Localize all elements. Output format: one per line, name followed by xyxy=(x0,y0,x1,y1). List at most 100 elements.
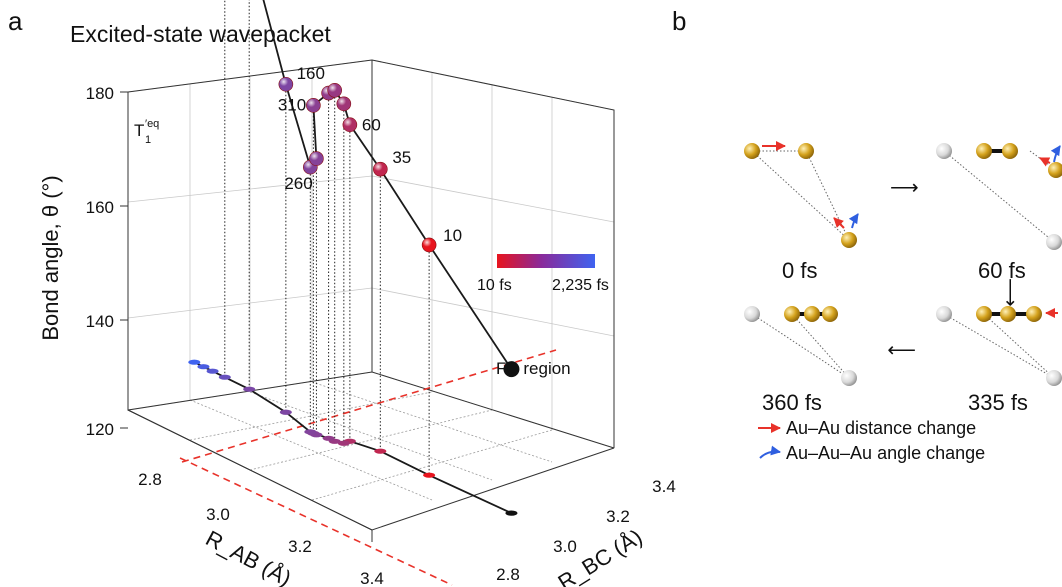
frame-time-label: 60 fs xyxy=(978,258,1026,283)
panel-a-label: a xyxy=(8,6,23,36)
silver-atom xyxy=(744,306,760,322)
reference-line-rab xyxy=(179,457,453,586)
x-axis-label: R_AB (Å) xyxy=(202,526,296,587)
colorbar-max-label: 2,235 fs xyxy=(552,277,609,294)
y-tick-label: 3.0 xyxy=(553,537,577,556)
floor-projection-point xyxy=(322,435,335,441)
floor-projection-path xyxy=(193,361,512,514)
floor-projection-point xyxy=(279,409,292,415)
gold-atom xyxy=(804,306,820,322)
colorbar-min-label: 10 fs xyxy=(477,277,512,294)
silver-atom xyxy=(936,143,952,159)
gold-atom xyxy=(798,143,814,159)
gold-atom xyxy=(1026,306,1042,322)
chart-title: Excited-state wavepacket xyxy=(70,21,331,47)
angle-arrow xyxy=(1050,145,1061,163)
time-point-label: 35 xyxy=(392,148,411,167)
z-axis-label: Bond angle, θ (°) xyxy=(38,175,63,340)
legend-distance-label: Au–Au distance change xyxy=(786,418,976,438)
frame-0fs: 0 fs xyxy=(744,141,859,283)
gold-atom xyxy=(784,306,800,322)
y-tick-label: 2.8 xyxy=(496,565,520,584)
frame-60fs: 60 fs xyxy=(936,143,1062,283)
floor-projection-point xyxy=(505,510,518,516)
x-tick-label: 2.8 xyxy=(138,470,162,489)
x-tick-label: 3.0 xyxy=(206,505,230,524)
sphere-highlight xyxy=(278,77,293,92)
z-tick-label: 120 xyxy=(86,420,114,439)
t1eq-sup: ′eq xyxy=(145,118,159,130)
floor-projection-point xyxy=(206,368,219,374)
frame-time-label: 335 fs xyxy=(968,390,1028,415)
sphere-highlight xyxy=(342,117,357,132)
legend-angle-label: Au–Au–Au angle change xyxy=(786,443,985,463)
distance-arrow xyxy=(1039,157,1051,167)
sequence-arrow-down: ⟶ xyxy=(999,278,1021,307)
frame-time-label: 360 fs xyxy=(762,390,822,415)
chart-marks: 103560160260310335 xyxy=(188,0,520,516)
t1eq-label: T 1 ′eq xyxy=(134,118,159,146)
sphere-highlight xyxy=(422,237,437,252)
floor-grid xyxy=(189,381,553,501)
frame-time-label: 0 fs xyxy=(782,258,817,283)
time-point-label: 160 xyxy=(297,64,325,83)
gold-atom xyxy=(1000,306,1016,322)
gold-atom xyxy=(1002,143,1018,159)
sequence-arrow-left: ⟶ xyxy=(887,339,916,361)
t1eq-sub: 1 xyxy=(145,134,151,146)
angle-arrow xyxy=(848,213,859,229)
floor-projection-point xyxy=(243,386,256,392)
y-tick-label: 3.4 xyxy=(652,477,676,496)
legend-blue-arrow xyxy=(759,445,781,459)
gold-atom xyxy=(976,306,992,322)
sphere-highlight xyxy=(373,162,388,177)
frame-335fs: 335 fs xyxy=(936,306,1062,415)
fc-region-marker xyxy=(503,361,520,378)
x-tick-label: 3.2 xyxy=(288,537,312,556)
frame-360fs: 360 fs xyxy=(744,306,857,415)
y-axis: 2.8 3.0 3.2 3.4 R_BC (Å) xyxy=(496,477,676,587)
floor-projection-point xyxy=(423,472,436,478)
sphere-highlight xyxy=(306,98,321,113)
floor-projection-point xyxy=(188,359,201,365)
gold-atom xyxy=(976,143,992,159)
z-tick-label: 160 xyxy=(86,198,114,217)
gold-atom xyxy=(841,232,857,248)
x-tick-label: 3.4 xyxy=(360,569,384,587)
z-tick-label: 180 xyxy=(86,84,114,103)
back-wall-x xyxy=(127,59,373,411)
z-axis: 180 160 140 120 Bond angle, θ (°) xyxy=(38,84,128,439)
silver-atom xyxy=(1046,370,1062,386)
time-point-label: 60 xyxy=(362,116,381,135)
time-point-label: 260 xyxy=(284,174,312,193)
colorbar: 10 fs 2,235 fs xyxy=(477,254,609,294)
colorbar-gradient xyxy=(497,254,595,268)
sequence-arrow-right: ⟶ xyxy=(890,177,919,199)
time-point-label: 10 xyxy=(443,226,462,245)
sphere-highlight xyxy=(309,151,324,166)
panel-b-legend: Au–Au distance change Au–Au–Au angle cha… xyxy=(758,418,985,463)
floor-projection-point xyxy=(337,440,350,446)
panel-b-label: b xyxy=(672,6,686,36)
z-tick-label: 140 xyxy=(86,312,114,331)
time-point-label: 310 xyxy=(278,95,306,114)
sphere-highlight xyxy=(336,96,351,111)
floor-projection-point xyxy=(218,374,231,380)
fc-region-label: FC region xyxy=(496,359,571,378)
sphere-highlight xyxy=(327,83,342,98)
silver-atom xyxy=(841,370,857,386)
reference-line-rbc xyxy=(181,349,557,463)
floor-projection-point xyxy=(304,429,317,435)
floor-projection-point xyxy=(374,448,387,454)
x-axis: 2.8 3.0 3.2 3.4 R_AB (Å) xyxy=(127,409,384,587)
silver-atom xyxy=(936,306,952,322)
gold-atom xyxy=(1048,162,1062,178)
gold-atom xyxy=(822,306,838,322)
t1eq-main: T xyxy=(134,121,144,140)
gold-atom xyxy=(744,143,760,159)
floor-projection-point xyxy=(197,364,210,370)
silver-atom xyxy=(1046,234,1062,250)
y-tick-label: 3.2 xyxy=(606,507,630,526)
distance-arrow xyxy=(833,217,845,229)
